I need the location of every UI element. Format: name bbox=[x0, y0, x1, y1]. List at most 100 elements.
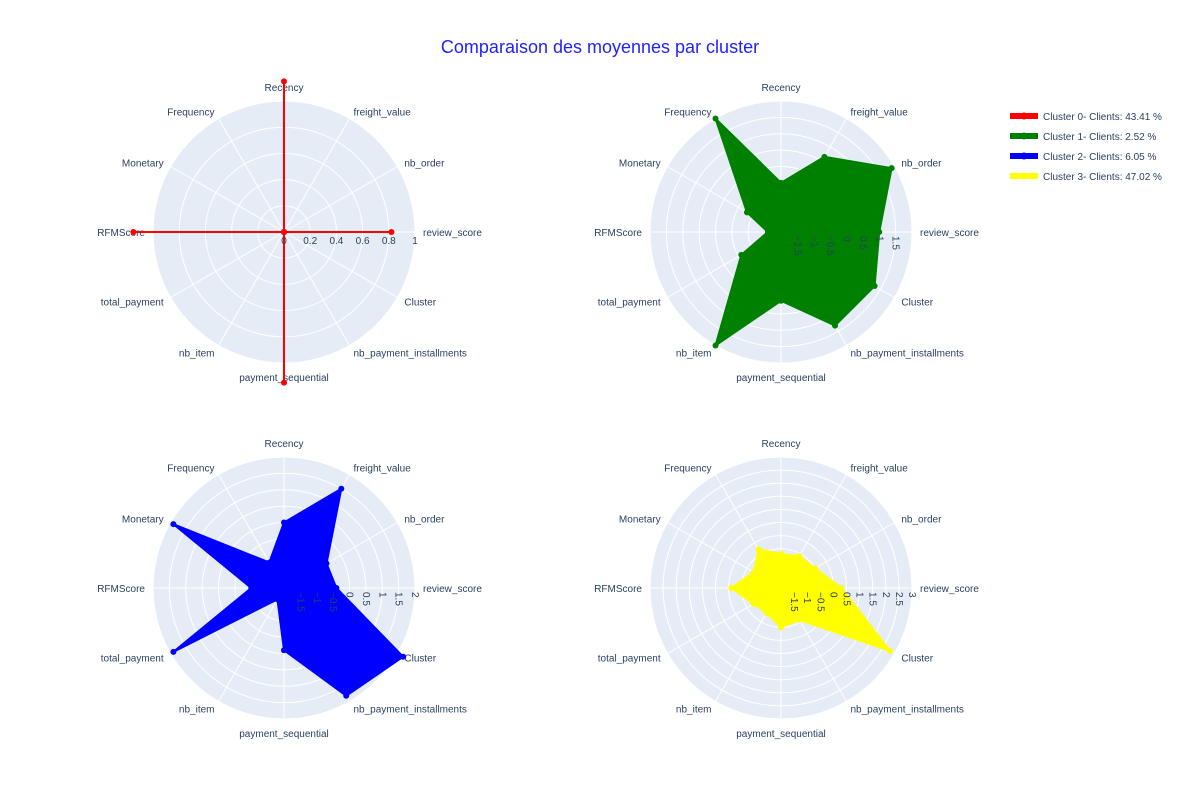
legend-marker bbox=[1020, 112, 1028, 120]
data-point[interactable] bbox=[130, 229, 137, 235]
legend-item-0[interactable]: Cluster 0- Clients: 43.41 % bbox=[1010, 112, 1162, 123]
category-label: nb_order bbox=[901, 515, 942, 526]
category-label: nb_payment_installments bbox=[354, 704, 467, 715]
data-point[interactable] bbox=[778, 550, 784, 557]
grid-spoke bbox=[283, 118, 350, 233]
radial-tick-label: 0.5 bbox=[841, 592, 852, 606]
data-point[interactable] bbox=[333, 585, 340, 591]
data-point[interactable] bbox=[812, 565, 819, 572]
data-point[interactable] bbox=[281, 379, 287, 386]
category-label: freight_value bbox=[851, 464, 909, 475]
legend[interactable]: Cluster 0- Clients: 43.41 % Cluster 1- Cl… bbox=[1010, 112, 1162, 183]
legend-label: Cluster 1- Clients: 2.52 % bbox=[1043, 132, 1156, 143]
category-label: RFMScore bbox=[97, 584, 145, 595]
data-point[interactable] bbox=[796, 553, 803, 560]
radial-tick-label: −1 bbox=[801, 592, 812, 604]
category-label: review_score bbox=[423, 228, 482, 239]
category-label: freight_value bbox=[354, 108, 412, 119]
data-point[interactable] bbox=[778, 179, 784, 186]
data-point[interactable] bbox=[274, 596, 281, 603]
legend-marker bbox=[1020, 152, 1028, 160]
legend-item-1[interactable]: Cluster 1- Clients: 2.52 % bbox=[1010, 132, 1156, 143]
series-area-0 bbox=[133, 81, 392, 383]
data-point[interactable] bbox=[778, 624, 784, 631]
data-point[interactable] bbox=[281, 519, 287, 526]
category-label: RFMScore bbox=[594, 228, 642, 239]
grid-spoke bbox=[218, 118, 285, 233]
legend-label: Cluster 0- Clients: 43.41 % bbox=[1043, 112, 1162, 123]
radial-tick-label: −0.5 bbox=[814, 592, 825, 612]
data-point[interactable] bbox=[712, 115, 719, 122]
category-label: Frequency bbox=[664, 108, 711, 119]
legend-item-2[interactable]: Cluster 2- Clients: 6.05 % bbox=[1010, 152, 1156, 163]
radial-tick-label: −0.5 bbox=[824, 236, 835, 256]
data-point[interactable] bbox=[728, 585, 735, 591]
data-point[interactable] bbox=[876, 229, 883, 235]
category-label: Recency bbox=[265, 439, 304, 450]
radial-tick-label: −0.5 bbox=[327, 592, 338, 612]
data-point[interactable] bbox=[743, 209, 750, 216]
data-point[interactable] bbox=[763, 609, 770, 616]
category-label: nb_order bbox=[404, 159, 445, 170]
category-label: nb_item bbox=[179, 348, 215, 359]
category-label: payment_sequential bbox=[239, 729, 329, 740]
data-point[interactable] bbox=[755, 546, 762, 553]
legend-item-3[interactable]: Cluster 3- Clients: 47.02 % bbox=[1010, 172, 1162, 183]
category-label: nb_payment_installments bbox=[851, 704, 964, 715]
data-point[interactable] bbox=[400, 653, 407, 660]
data-point[interactable] bbox=[750, 600, 757, 607]
category-label: review_score bbox=[920, 228, 979, 239]
data-point[interactable] bbox=[712, 342, 719, 349]
category-label: Cluster bbox=[901, 298, 933, 309]
polar-subplots: review_score nb_order freight_value Recency… bbox=[97, 78, 979, 740]
radial-tick-label: 0.5 bbox=[360, 592, 371, 606]
data-point[interactable] bbox=[778, 297, 784, 304]
data-point[interactable] bbox=[886, 647, 893, 654]
category-label: freight_value bbox=[354, 464, 412, 475]
radial-tick-label: −1 bbox=[311, 592, 322, 604]
data-point[interactable] bbox=[266, 559, 273, 566]
radial-tick-label: 0.2 bbox=[303, 236, 317, 247]
data-point[interactable] bbox=[281, 647, 287, 654]
data-point[interactable] bbox=[796, 616, 803, 623]
data-point[interactable] bbox=[343, 692, 350, 699]
data-point[interactable] bbox=[888, 165, 895, 172]
data-point[interactable] bbox=[764, 229, 771, 235]
grid-spoke bbox=[170, 166, 285, 233]
category-label: nb_item bbox=[179, 704, 215, 715]
data-point[interactable] bbox=[170, 648, 177, 655]
data-point[interactable] bbox=[821, 153, 828, 160]
category-label: Recency bbox=[762, 83, 801, 94]
data-point[interactable] bbox=[281, 229, 287, 235]
data-point[interactable] bbox=[248, 585, 255, 591]
radial-tick-label: 1.5 bbox=[867, 592, 878, 606]
data-point[interactable] bbox=[388, 229, 395, 235]
data-point[interactable] bbox=[871, 283, 878, 290]
data-point[interactable] bbox=[338, 485, 345, 492]
data-point[interactable] bbox=[832, 322, 839, 329]
data-point[interactable] bbox=[170, 521, 177, 528]
category-label: Cluster bbox=[404, 298, 436, 309]
category-label: RFMScore bbox=[594, 584, 642, 595]
category-label: nb_payment_installments bbox=[851, 348, 964, 359]
data-point[interactable] bbox=[750, 569, 757, 576]
data-point[interactable] bbox=[738, 251, 745, 258]
category-label: review_score bbox=[920, 584, 979, 595]
category-label: nb_item bbox=[676, 348, 712, 359]
category-label: total_payment bbox=[598, 298, 661, 309]
radial-tick-label: 2 bbox=[880, 592, 891, 598]
data-point[interactable] bbox=[323, 560, 330, 567]
radial-tick-label: 1 bbox=[873, 236, 884, 242]
radial-tick-label: 2 bbox=[409, 592, 420, 598]
grid-spoke bbox=[283, 166, 398, 233]
grid-spoke bbox=[283, 231, 350, 346]
category-label: Frequency bbox=[167, 108, 214, 119]
polar-subplot-2: review_score nb_order freight_value Recency… bbox=[97, 439, 482, 740]
data-point[interactable] bbox=[281, 78, 287, 85]
category-label: Monetary bbox=[619, 515, 661, 526]
grid-spoke bbox=[283, 231, 398, 298]
data-point[interactable] bbox=[838, 585, 845, 591]
grid-spoke bbox=[218, 587, 285, 702]
radial-tick-label: 1.5 bbox=[890, 236, 901, 250]
